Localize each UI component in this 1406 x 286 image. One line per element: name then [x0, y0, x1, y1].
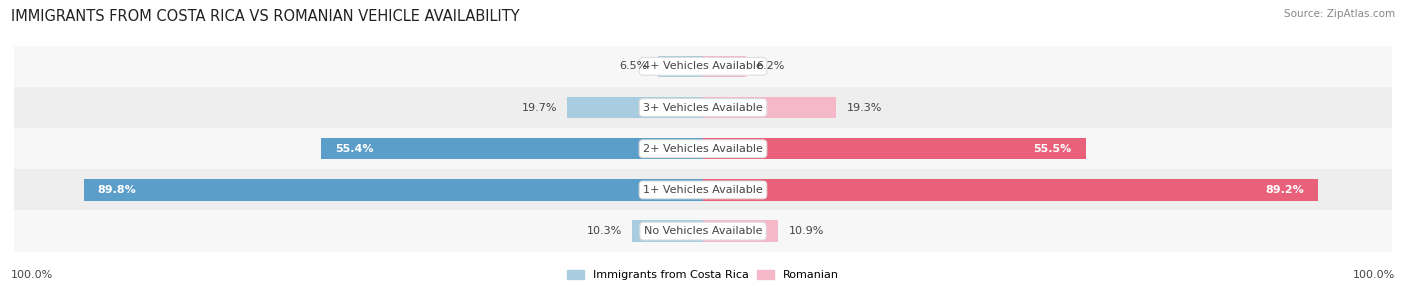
Bar [633, 221, 703, 242]
Text: 55.4%: 55.4% [335, 144, 374, 154]
Bar [321, 138, 703, 159]
Text: 2+ Vehicles Available: 2+ Vehicles Available [643, 144, 763, 154]
Bar [703, 138, 1085, 159]
Text: 6.5%: 6.5% [620, 61, 648, 71]
Text: Source: ZipAtlas.com: Source: ZipAtlas.com [1284, 9, 1395, 19]
Bar [567, 97, 703, 118]
Text: 10.3%: 10.3% [586, 226, 621, 236]
Bar [84, 179, 703, 200]
Text: 55.5%: 55.5% [1033, 144, 1071, 154]
Text: No Vehicles Available: No Vehicles Available [644, 226, 762, 236]
Bar [14, 210, 1392, 252]
Bar [703, 97, 837, 118]
Text: 100.0%: 100.0% [1353, 270, 1395, 280]
Text: 4+ Vehicles Available: 4+ Vehicles Available [643, 61, 763, 71]
Bar [658, 56, 703, 77]
Text: 10.9%: 10.9% [789, 226, 824, 236]
Text: 19.7%: 19.7% [522, 103, 557, 112]
Bar [703, 179, 1317, 200]
Bar [14, 169, 1392, 210]
Legend: Immigrants from Costa Rica, Romanian: Immigrants from Costa Rica, Romanian [567, 270, 839, 281]
Text: IMMIGRANTS FROM COSTA RICA VS ROMANIAN VEHICLE AVAILABILITY: IMMIGRANTS FROM COSTA RICA VS ROMANIAN V… [11, 9, 520, 23]
Text: 100.0%: 100.0% [11, 270, 53, 280]
Bar [14, 87, 1392, 128]
Bar [703, 221, 778, 242]
Text: 89.2%: 89.2% [1265, 185, 1303, 195]
Bar [14, 128, 1392, 169]
Bar [14, 46, 1392, 87]
Text: 1+ Vehicles Available: 1+ Vehicles Available [643, 185, 763, 195]
Bar [703, 56, 745, 77]
Text: 6.2%: 6.2% [756, 61, 785, 71]
Text: 3+ Vehicles Available: 3+ Vehicles Available [643, 103, 763, 112]
Text: 89.8%: 89.8% [98, 185, 136, 195]
Text: 19.3%: 19.3% [846, 103, 882, 112]
